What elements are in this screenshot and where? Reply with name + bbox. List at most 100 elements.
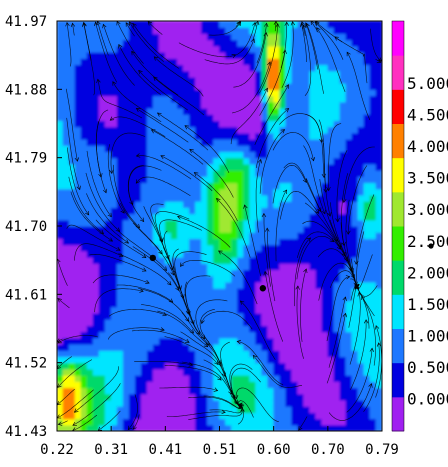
field-cell — [231, 424, 239, 431]
field-cell — [146, 337, 154, 345]
field-cell — [128, 287, 136, 295]
field-cell — [74, 393, 82, 401]
field-cell — [116, 76, 124, 84]
field-cell — [68, 144, 76, 153]
field-cell — [363, 207, 371, 215]
field-cell — [243, 331, 251, 339]
field-cell — [291, 225, 299, 233]
field-cell — [140, 424, 148, 431]
field-cell — [68, 70, 76, 78]
field-cell — [201, 182, 209, 190]
field-cell — [62, 318, 70, 326]
field-cell — [207, 157, 215, 165]
field-cell — [152, 33, 160, 41]
field-cell — [189, 39, 197, 47]
field-cell — [261, 101, 269, 109]
field-cell — [267, 418, 275, 426]
field-cell — [321, 89, 329, 97]
streamline-arrowhead — [145, 279, 150, 284]
field-cell — [309, 70, 317, 78]
field-cell — [363, 381, 371, 389]
colorbar-segment — [392, 260, 404, 295]
field-cell — [80, 76, 88, 84]
streamline-arrowhead — [216, 198, 221, 203]
field-cell — [351, 331, 359, 339]
field-cell — [321, 412, 329, 420]
field-cell — [249, 194, 257, 202]
field-cell — [213, 120, 221, 128]
field-cell — [297, 45, 305, 53]
streamline — [136, 155, 192, 180]
field-cell — [363, 182, 371, 190]
field-cell — [285, 362, 293, 370]
field-cell — [249, 101, 257, 109]
field-cell — [231, 26, 239, 35]
field-cell — [104, 21, 112, 28]
field-cell — [104, 269, 112, 277]
streamline — [107, 144, 125, 214]
field-cell — [303, 262, 311, 271]
field-cell — [62, 306, 70, 314]
field-cell — [98, 107, 106, 115]
streamline — [263, 213, 271, 287]
field-cell — [369, 169, 377, 177]
field-cell — [80, 169, 88, 177]
field-cell — [321, 157, 329, 165]
field-cell — [345, 33, 353, 41]
field-cell — [267, 45, 275, 53]
field-cell — [171, 374, 178, 382]
field-cell — [357, 256, 365, 264]
field-cell — [363, 424, 371, 431]
colorbar-segment — [392, 157, 404, 193]
field-cell — [128, 300, 136, 308]
field-cell — [279, 157, 287, 165]
field-cell — [231, 399, 239, 407]
field-cell — [255, 256, 263, 264]
field-cell — [357, 132, 365, 140]
field-cell — [134, 207, 142, 215]
field-cell — [243, 144, 251, 153]
field-cell — [333, 387, 341, 395]
field-cell — [152, 331, 160, 339]
field-cell — [363, 126, 371, 134]
field-cell — [303, 424, 311, 431]
field-cell — [177, 362, 184, 370]
field-cell — [128, 381, 136, 389]
field-cell — [261, 306, 269, 314]
field-cell — [255, 219, 263, 227]
field-cell — [267, 26, 275, 35]
field-cell — [357, 89, 365, 97]
streamline — [112, 81, 162, 123]
field-cell — [303, 76, 311, 84]
streamline-arrowhead — [218, 250, 223, 255]
field-cell — [363, 51, 371, 59]
field-cell — [303, 331, 311, 339]
field-cell — [213, 33, 221, 41]
field-cell — [351, 294, 359, 302]
field-cell — [261, 387, 269, 395]
colorbar-label: 2.500 — [407, 232, 448, 251]
field-cell — [351, 107, 359, 115]
field-cell — [177, 76, 184, 84]
field-cell — [285, 412, 293, 420]
field-cell — [261, 250, 269, 258]
field-cell — [297, 194, 305, 202]
field-cell — [207, 250, 215, 258]
field-cell — [297, 182, 305, 190]
streamline-arrowhead — [346, 51, 351, 57]
field-cell — [267, 356, 275, 364]
field-cell — [116, 393, 124, 401]
streamline — [140, 304, 194, 334]
field-cell — [128, 219, 136, 227]
field-cell — [104, 144, 112, 153]
field-cell — [309, 51, 317, 59]
field-cell — [165, 412, 172, 420]
field-cell — [309, 244, 317, 252]
field-cell — [92, 262, 100, 271]
field-cell — [128, 144, 136, 153]
field-cell — [273, 331, 281, 339]
field-cell — [128, 213, 136, 221]
field-cell — [128, 275, 136, 283]
field-cell — [249, 113, 257, 121]
field-cell — [279, 33, 287, 41]
